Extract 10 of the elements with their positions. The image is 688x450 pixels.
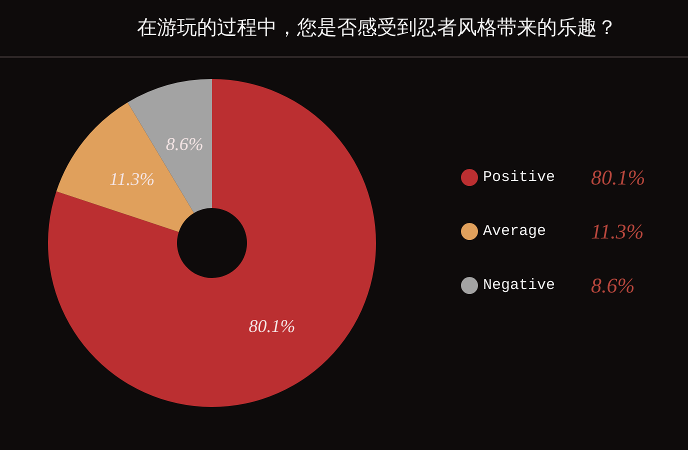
text: 11.3% bbox=[591, 220, 644, 244]
text: 80.1% bbox=[591, 166, 646, 190]
chart-title: 在游玩的过程中，您是否感受到忍者风格带来的乐趣？ bbox=[137, 17, 617, 39]
data-label: 11.3% bbox=[109, 168, 155, 189]
data-label: 80.1% bbox=[248, 316, 296, 336]
legend-label: Positive bbox=[483, 169, 556, 186]
legend-label: Negative bbox=[483, 277, 556, 294]
data-label: 8.6% bbox=[166, 134, 204, 154]
text: 8.6% bbox=[591, 274, 635, 298]
legend-label: Average bbox=[483, 223, 546, 240]
